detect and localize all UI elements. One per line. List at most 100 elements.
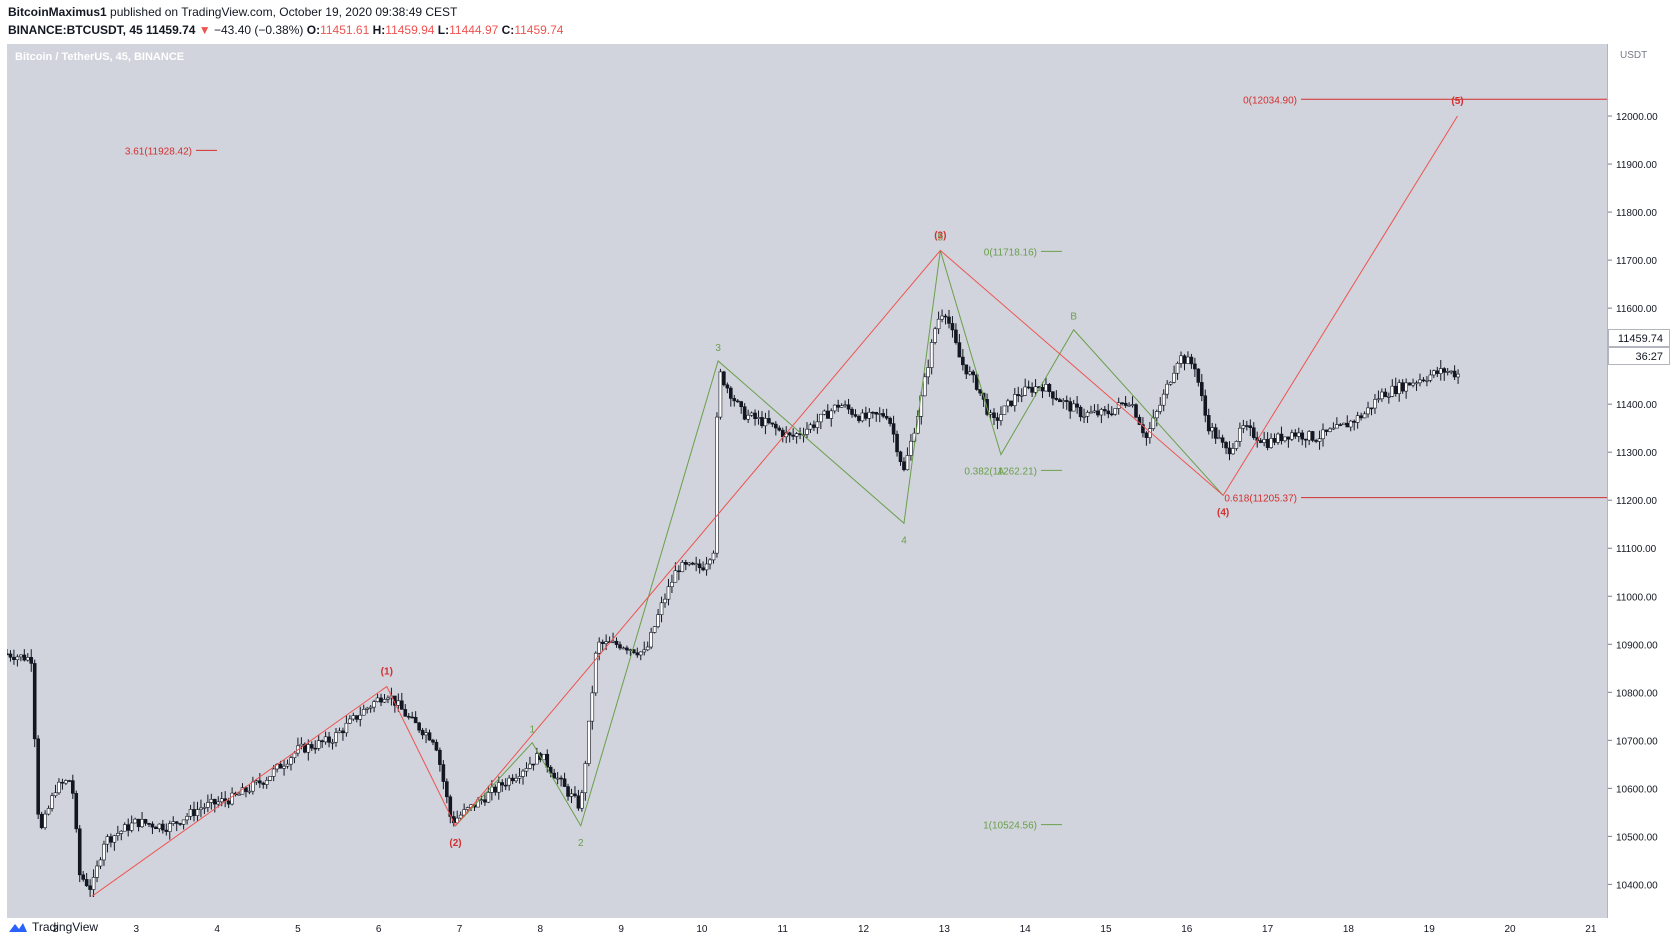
price-chart[interactable]: Bitcoin / TetherUS, 45, BINANCE (1) (2) (3… — [5, 44, 1607, 918]
candle-body — [292, 752, 297, 759]
chart-pane[interactable]: Bitcoin / TetherUS, 45, BINANCE (1) (2) (3… — [5, 44, 1607, 918]
candle-body — [722, 371, 726, 386]
candle-body — [251, 781, 255, 792]
candle-body — [1231, 448, 1235, 455]
candle-body — [839, 405, 844, 408]
candle-body — [192, 809, 196, 816]
candle-body — [237, 793, 241, 796]
candle-body — [1120, 402, 1124, 405]
candle-body — [417, 722, 421, 731]
candle-body — [697, 563, 702, 569]
high-value: 11459.94 — [385, 23, 435, 37]
candle-body — [1449, 370, 1453, 373]
candle-body — [458, 814, 463, 819]
candle-body — [122, 824, 127, 832]
candle-body — [805, 428, 809, 435]
candle-body — [663, 598, 667, 604]
footer-brand[interactable]: TradingView — [8, 920, 98, 934]
candle-body — [1307, 431, 1311, 441]
candle-body — [1265, 439, 1270, 448]
candle-body — [1158, 404, 1163, 412]
candle-body — [628, 649, 633, 651]
candle-body — [545, 753, 550, 768]
candle-body — [1127, 404, 1131, 407]
candle-body — [178, 823, 182, 825]
price-axis[interactable]: USDT 10400.00 10500.00 10600.00 10700.00 108… — [1607, 44, 1677, 918]
candle-body — [1425, 380, 1429, 382]
candle-body — [372, 701, 376, 708]
close-label: C: — [501, 23, 515, 37]
candle-body — [424, 732, 428, 736]
candle-body — [936, 318, 941, 330]
candle-body — [1283, 436, 1287, 442]
candle-body — [635, 652, 640, 656]
candle-body — [1040, 387, 1045, 392]
tradingview-logo-icon — [9, 923, 27, 932]
candle-body — [1200, 382, 1204, 397]
candle-body — [614, 640, 619, 645]
candle-body — [569, 793, 574, 797]
candle-body — [327, 736, 331, 743]
candle-body — [794, 433, 799, 437]
time-axis-ticks: 2 3 4 5 6 7 8 9 10 11 12 13 14 15 16 17 18 19 20 21 — [53, 924, 1597, 935]
candle-body — [1380, 391, 1384, 400]
candle-body — [254, 780, 259, 783]
y-tick-label: 11900.00 — [1616, 160, 1657, 171]
brand-name: TradingView — [32, 920, 99, 934]
candle-body — [891, 423, 896, 435]
x-tick-label: 7 — [457, 924, 463, 935]
x-tick-label: 12 — [858, 924, 870, 935]
candle-body — [1238, 427, 1242, 442]
candle-body — [1103, 409, 1107, 412]
candle-body — [465, 807, 470, 810]
y-tick-label: 10500.00 — [1616, 832, 1658, 843]
candle-body — [247, 790, 252, 793]
green-wave-label: 5 — [938, 232, 944, 243]
candle-body — [832, 404, 837, 412]
candle-body — [361, 709, 366, 716]
candle-body — [379, 697, 383, 703]
candle-body — [1061, 400, 1066, 403]
candle-body — [212, 798, 217, 805]
candle-body — [1099, 409, 1104, 416]
candle-body — [1030, 387, 1034, 393]
candle-body — [1269, 438, 1273, 448]
candle-body — [441, 764, 446, 782]
candle-body — [271, 768, 276, 777]
candle-body — [1196, 368, 1201, 383]
candle-body — [268, 776, 273, 781]
candle-body — [1224, 442, 1228, 449]
price-axis-ticks: USDT 10400.00 10500.00 10600.00 10700.00 108… — [1608, 50, 1658, 891]
candle-body — [91, 877, 96, 890]
author-name[interactable]: BitcoinMaximus1 — [8, 5, 107, 19]
candle-body — [244, 787, 248, 792]
candle-body — [593, 652, 598, 694]
candle-body — [15, 656, 20, 661]
x-tick-label: 19 — [1424, 924, 1436, 935]
green-wave-label: 3 — [715, 343, 721, 354]
candle-body — [1331, 427, 1336, 430]
candle-body — [174, 821, 179, 824]
candle-body — [1193, 363, 1197, 370]
candle-body — [1137, 416, 1142, 425]
candle-body — [1220, 437, 1225, 443]
candle-body — [1418, 379, 1422, 384]
candle-body — [1373, 399, 1377, 409]
candle-body — [337, 730, 342, 733]
candle-body — [836, 404, 840, 408]
candle-body — [1355, 415, 1360, 423]
candle-body — [618, 644, 622, 649]
candle-body — [74, 793, 79, 830]
candle-body — [112, 835, 117, 843]
candle-body — [1068, 401, 1073, 412]
candle-body — [933, 328, 937, 343]
x-tick-label: 17 — [1262, 924, 1274, 935]
candle-body — [514, 777, 518, 782]
time-axis[interactable]: 2 3 4 5 6 7 8 9 10 11 12 13 14 15 16 17 18 19 20 21 — [7, 918, 1607, 940]
candle-body — [1154, 411, 1159, 419]
candle-body — [884, 415, 889, 419]
candle-body — [974, 374, 979, 390]
candle-body — [1182, 355, 1187, 364]
candle-body — [774, 423, 778, 429]
candle-body — [971, 371, 976, 376]
